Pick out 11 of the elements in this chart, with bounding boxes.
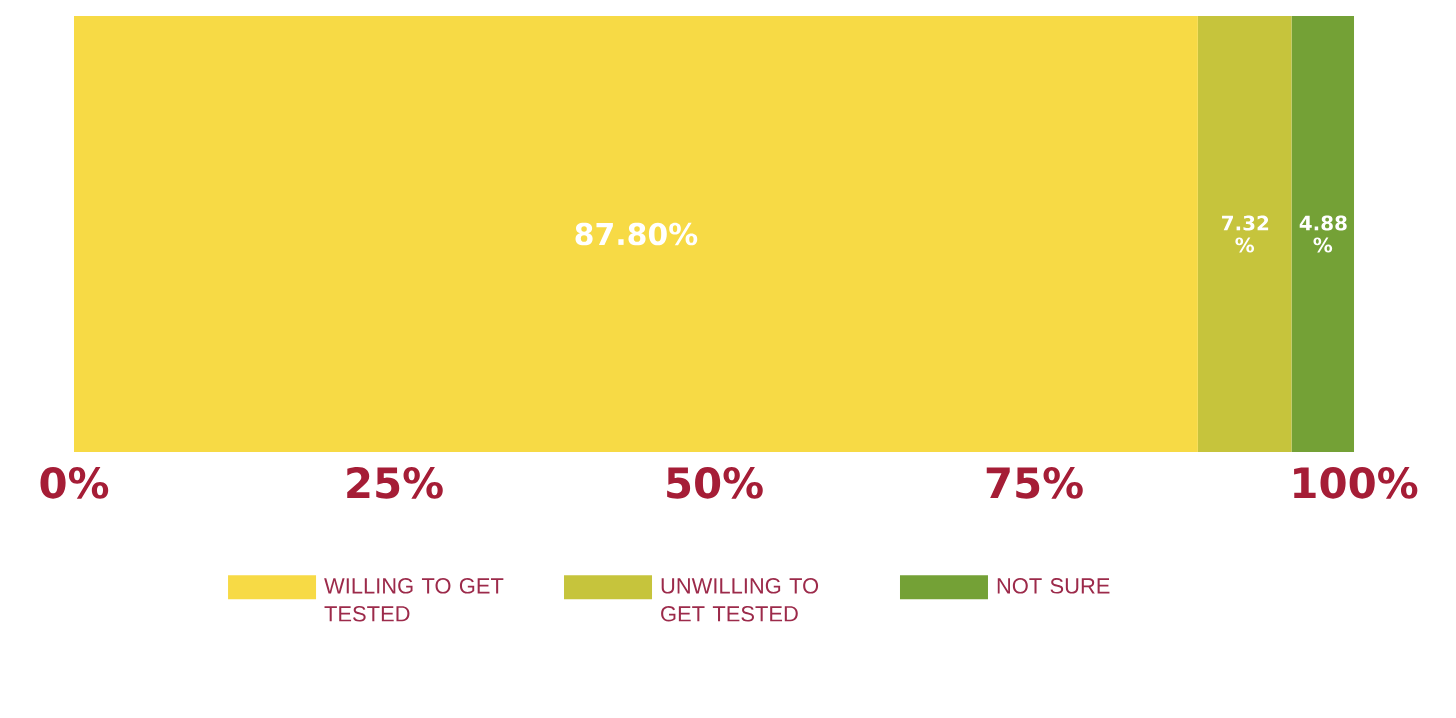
x-tick-label: 0%: [40, 467, 109, 499]
data-label: 87.80%: [575, 222, 698, 246]
x-tick-label: 100%: [1294, 467, 1418, 499]
legend-label: NOT SURE: [997, 578, 1110, 594]
data-label: 7.32 %: [1222, 215, 1269, 253]
legend-label: WILLING TO GET TESTED: [324, 578, 504, 622]
x-tick-label: 75%: [986, 467, 1083, 499]
x-tick-label: 50%: [667, 467, 763, 499]
data-label: 4.88 %: [1299, 215, 1347, 253]
legend-label: UNWILLING TO GET TESTED: [661, 578, 819, 622]
x-tick-label: 25%: [347, 467, 443, 499]
